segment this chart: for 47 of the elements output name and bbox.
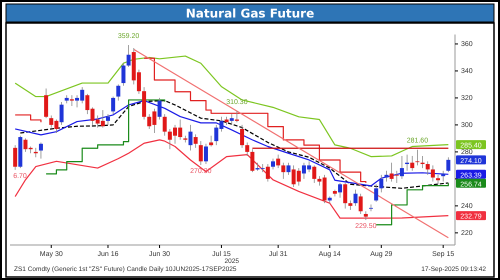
candlestick (430, 164, 435, 182)
candlestick (441, 170, 446, 182)
candlestick (38, 142, 43, 160)
candlestick (420, 156, 425, 168)
candlestick (354, 189, 358, 206)
candlestick (348, 200, 352, 210)
candlestick (286, 162, 290, 176)
candlestick (158, 98, 162, 120)
candlestick (400, 156, 404, 180)
candlestick (240, 124, 244, 148)
candlestick (44, 88, 48, 119)
candlestick (198, 140, 203, 166)
line-series (14, 139, 449, 219)
candlestick (126, 44, 131, 68)
candlestick (230, 114, 234, 126)
candlestick (245, 142, 250, 156)
candlestick (358, 193, 363, 214)
candlestick (204, 143, 208, 164)
line-series (14, 55, 449, 158)
candlestick (436, 174, 440, 185)
chart-title: Natural Gas Future (186, 6, 314, 20)
candlestick (106, 114, 110, 126)
candlestick (343, 182, 348, 209)
candlestick (162, 114, 167, 136)
candlestick (121, 62, 126, 86)
candlestick (209, 135, 214, 147)
candlestick (111, 96, 116, 115)
candlestick (250, 148, 254, 173)
candlestick (266, 164, 270, 182)
candlestick (276, 154, 280, 168)
candlestick (281, 162, 286, 180)
candlestick (384, 170, 388, 182)
candlestick (188, 124, 192, 151)
candlestick (271, 158, 276, 170)
candlestick (405, 154, 410, 172)
candlestick (116, 84, 120, 102)
candlestick (426, 160, 430, 176)
candlestick (194, 134, 198, 148)
candlestick (312, 164, 316, 184)
candlestick (338, 182, 342, 198)
candlestick (234, 110, 239, 123)
candlestick (374, 184, 378, 202)
candlestick (379, 174, 384, 193)
candlestick (410, 156, 414, 172)
candlestick (60, 102, 64, 126)
candlestick (13, 144, 18, 170)
candlestick (446, 156, 450, 173)
